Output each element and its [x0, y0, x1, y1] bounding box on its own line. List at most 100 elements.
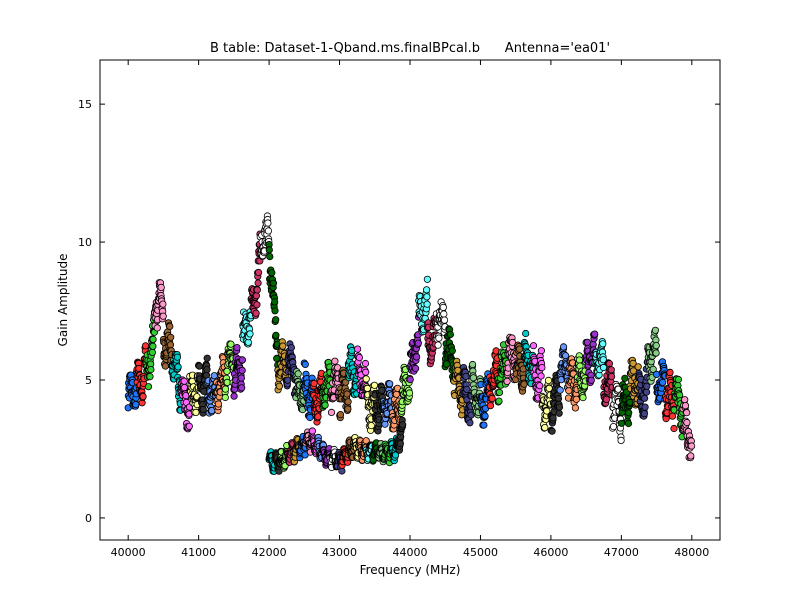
- data-point: [537, 347, 546, 355]
- x-tick-label: 41000: [181, 546, 216, 559]
- data-point: [559, 343, 568, 351]
- data-point: [486, 402, 495, 410]
- data-point: [391, 451, 400, 459]
- data-point: [634, 363, 642, 371]
- x-tick-label: 47000: [604, 546, 639, 559]
- data-point: [327, 408, 336, 416]
- data-point: [687, 452, 695, 460]
- data-point: [185, 422, 193, 430]
- data-point: [348, 346, 356, 355]
- x-tick-label: 45000: [463, 546, 498, 559]
- data-point: [157, 283, 165, 291]
- data-point: [268, 269, 276, 277]
- data-point: [344, 405, 352, 413]
- data-point: [468, 360, 477, 369]
- y-tick-label: 5: [85, 374, 92, 387]
- data-point: [331, 357, 339, 365]
- data-point: [412, 353, 421, 361]
- data-point: [252, 292, 260, 300]
- data-point: [469, 374, 477, 382]
- data-point: [362, 368, 370, 376]
- data-point: [321, 401, 329, 409]
- x-tick-label: 48000: [674, 546, 709, 559]
- data-point: [423, 300, 431, 308]
- data-point: [543, 407, 551, 415]
- data-point: [602, 395, 611, 403]
- data-point: [301, 360, 309, 368]
- data-point: [370, 381, 379, 389]
- data-point: [265, 246, 273, 254]
- data-point: [548, 427, 556, 435]
- data-point: [221, 393, 229, 402]
- data-point: [167, 333, 175, 341]
- data-point: [556, 386, 564, 394]
- data-point: [643, 382, 651, 390]
- data-point: [681, 402, 690, 410]
- data-point: [254, 279, 262, 287]
- data-point: [344, 398, 352, 406]
- data-point: [640, 394, 649, 402]
- data-point: [210, 372, 218, 380]
- data-point: [555, 403, 564, 411]
- data-point: [480, 421, 488, 429]
- data-point: [146, 372, 154, 381]
- data-point: [537, 372, 545, 380]
- data-point: [203, 354, 211, 362]
- data-point: [670, 424, 678, 433]
- chart-title: B table: Dataset-1-Qband.ms.finalBPcal.b…: [210, 41, 610, 56]
- data-point: [294, 370, 302, 378]
- y-tick-label: 0: [85, 512, 92, 525]
- data-point: [529, 342, 538, 350]
- data-point: [353, 345, 362, 353]
- data-point: [422, 286, 431, 294]
- data-point: [572, 395, 581, 403]
- data-point: [440, 316, 449, 324]
- ticks-layer: 40000 41000 42000 43000 44000 45000 46000 47000…: [78, 60, 720, 559]
- data-point: [411, 364, 420, 372]
- plot-frame: [99, 59, 721, 541]
- data-point: [544, 376, 553, 384]
- y-tick-label: 15: [78, 98, 92, 111]
- data-point: [599, 356, 607, 364]
- data-point: [538, 363, 546, 372]
- data-point: [629, 359, 637, 367]
- data-point: [488, 394, 496, 403]
- data-point: [423, 275, 431, 283]
- data-point: [652, 349, 660, 357]
- data-point: [314, 413, 322, 421]
- data-point: [272, 331, 280, 339]
- data-point: [255, 268, 263, 277]
- data-point: [223, 367, 231, 375]
- data-point: [195, 362, 203, 370]
- data-point: [515, 345, 524, 353]
- x-tick-label: 46000: [533, 546, 568, 559]
- data-point: [617, 436, 625, 444]
- data-point: [363, 384, 371, 392]
- data-point: [142, 342, 150, 350]
- data-point: [640, 410, 649, 418]
- data-point: [279, 342, 287, 350]
- data-point: [310, 379, 318, 388]
- data-point: [396, 439, 404, 448]
- data-point: [233, 343, 241, 352]
- data-point: [159, 312, 167, 320]
- data-point: [649, 365, 657, 373]
- data-point: [238, 384, 246, 392]
- data-point: [462, 372, 470, 380]
- data-point: [386, 380, 394, 388]
- data-point: [439, 303, 447, 311]
- data-point: [174, 363, 182, 371]
- data-point: [271, 307, 279, 315]
- data-point: [435, 334, 443, 342]
- data-point: [495, 397, 503, 405]
- x-axis-title: Frequency (MHz): [360, 563, 461, 577]
- data-point: [392, 390, 401, 398]
- data-point: [252, 309, 260, 317]
- data-point: [687, 442, 696, 450]
- x-tick-label: 42000: [252, 546, 287, 559]
- data-point: [367, 421, 375, 430]
- data-point: [271, 298, 279, 306]
- data-point: [555, 409, 563, 417]
- data-point: [308, 427, 316, 435]
